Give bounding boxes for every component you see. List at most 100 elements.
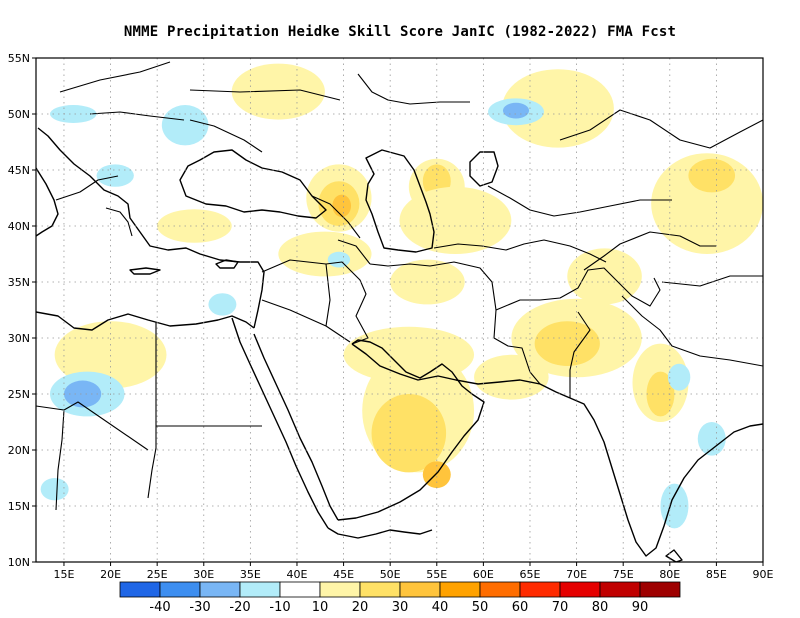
colorbar-swatch-11 xyxy=(559,581,601,598)
skill-region-12 xyxy=(534,321,600,366)
latitude-labels: 10N 15N 20N 25N 30N 35N 40N 45N 50N 55N xyxy=(8,52,30,569)
skill-region-30 xyxy=(697,422,726,456)
caucasus-border xyxy=(311,195,361,239)
italy-coast xyxy=(36,167,59,237)
arabia-south-coast xyxy=(337,339,485,521)
lat-tick-label: 25N xyxy=(8,388,30,401)
kyrgyz-china-border xyxy=(583,231,716,271)
skill-region-8 xyxy=(371,394,447,473)
plot-area xyxy=(36,58,763,562)
libya-egypt-border xyxy=(147,322,157,499)
lat-tick-label: 45N xyxy=(8,164,30,177)
lon-tick-label: 40E xyxy=(286,568,307,581)
skill-region-35 xyxy=(208,293,237,316)
lat-tick-label: 35N xyxy=(8,276,30,289)
colorbar-label: -10 xyxy=(269,600,290,615)
skill-region-25 xyxy=(63,380,102,408)
colorbar-swatch-1 xyxy=(159,581,201,598)
skill-shading xyxy=(40,63,763,529)
colorbar-swatch-3 xyxy=(239,581,281,598)
red-sea-west-coast xyxy=(231,317,329,529)
lat-tick-label: 55N xyxy=(8,52,30,65)
colorbar-labels: -40 -30 -20 -10 10 20 30 40 50 60 70 80 90 xyxy=(149,600,648,615)
skill-region-19 xyxy=(474,354,549,400)
lat-tick-label: 10N xyxy=(8,556,30,569)
plot-frame xyxy=(35,57,764,563)
iran-east-border xyxy=(369,261,541,385)
skill-region-2 xyxy=(332,194,352,218)
turkmenistan-afghan-border xyxy=(433,239,607,263)
north-africa-coast xyxy=(36,311,255,331)
skill-region-18 xyxy=(646,371,675,417)
balkan-border xyxy=(55,175,119,201)
skill-region-33 xyxy=(40,478,69,501)
colorbar-label: 90 xyxy=(632,600,649,615)
colorbar-label: 70 xyxy=(552,600,569,615)
skill-region-15 xyxy=(688,158,736,193)
colorbar-label: 60 xyxy=(512,600,529,615)
colorbar-label: 80 xyxy=(592,600,609,615)
skill-region-13 xyxy=(567,248,642,305)
levant-turkey-coast xyxy=(37,127,265,329)
lat-tick-label: 30N xyxy=(8,332,30,345)
lon-tick-label: 45E xyxy=(333,568,354,581)
skill-region-10 xyxy=(343,326,475,383)
lon-tick-label: 90E xyxy=(753,568,774,581)
skill-region-16 xyxy=(502,69,614,148)
lat-tick-label: 50N xyxy=(8,108,30,121)
colorbar xyxy=(119,581,681,598)
syria-iraq-iran-border xyxy=(261,259,369,345)
lon-tick-label: 55E xyxy=(426,568,447,581)
colorbar-swatch-12 xyxy=(599,581,641,598)
aral-sea-coast xyxy=(469,151,499,187)
coastlines xyxy=(36,127,763,562)
skill-region-14 xyxy=(651,153,763,255)
skill-region-5 xyxy=(399,186,512,254)
tick-marks xyxy=(32,57,764,566)
syria-iraq-border xyxy=(325,263,331,327)
niger-border xyxy=(36,405,65,511)
cyprus-coast xyxy=(215,259,239,269)
lon-tick-label: 85E xyxy=(706,568,727,581)
skill-region-36 xyxy=(667,363,691,391)
map-title: NMME Precipitation Heidke Skill Score Ja… xyxy=(123,24,677,40)
longitude-labels: 15E 20E 25E 30E 35E 40E 45E 50E 55E 60E 65E 70E 75E 8… xyxy=(53,568,773,581)
crete-coast xyxy=(129,267,161,275)
colorbar-label: -30 xyxy=(189,600,210,615)
lon-tick-label: 35E xyxy=(240,568,261,581)
turkey-iran-border xyxy=(337,239,371,265)
colorbar-swatch-4 xyxy=(279,581,321,598)
red-sea-east-coast xyxy=(253,333,339,521)
russia-border xyxy=(189,89,341,101)
lon-tick-label: 15E xyxy=(53,568,74,581)
skill-region-29 xyxy=(96,164,134,187)
colorbar-label: -20 xyxy=(229,600,250,615)
lat-tick-label: 40N xyxy=(8,220,30,233)
colorbar-swatch-2 xyxy=(199,581,241,598)
skill-region-27 xyxy=(502,102,530,119)
pakistan-india-border xyxy=(569,311,591,398)
colorbar-label: 20 xyxy=(352,600,369,615)
india-nepal-border xyxy=(621,295,763,367)
colorbar-swatch-7 xyxy=(399,581,441,598)
lon-tick-label: 70E xyxy=(566,568,587,581)
colorbar-swatch-6 xyxy=(359,581,401,598)
kazakh-russia-border xyxy=(559,109,763,149)
colorbar-label: -40 xyxy=(149,600,170,615)
chad-libya-border xyxy=(63,401,149,451)
lon-tick-label: 25E xyxy=(147,568,168,581)
baltic-border xyxy=(59,61,171,93)
country-borders xyxy=(36,61,763,511)
lon-tick-label: 30E xyxy=(193,568,214,581)
lon-tick-label: 60E xyxy=(473,568,494,581)
colorbar-swatch-9 xyxy=(479,581,521,598)
sri-lanka-coast xyxy=(665,549,683,562)
colorbar-label: 40 xyxy=(432,600,449,615)
colorbar-swatch-10 xyxy=(519,581,561,598)
skill-region-21 xyxy=(278,231,372,277)
lon-tick-label: 75E xyxy=(613,568,634,581)
lat-tick-label: 20N xyxy=(8,444,30,457)
skill-region-22 xyxy=(231,63,325,120)
greece-border xyxy=(105,207,133,237)
